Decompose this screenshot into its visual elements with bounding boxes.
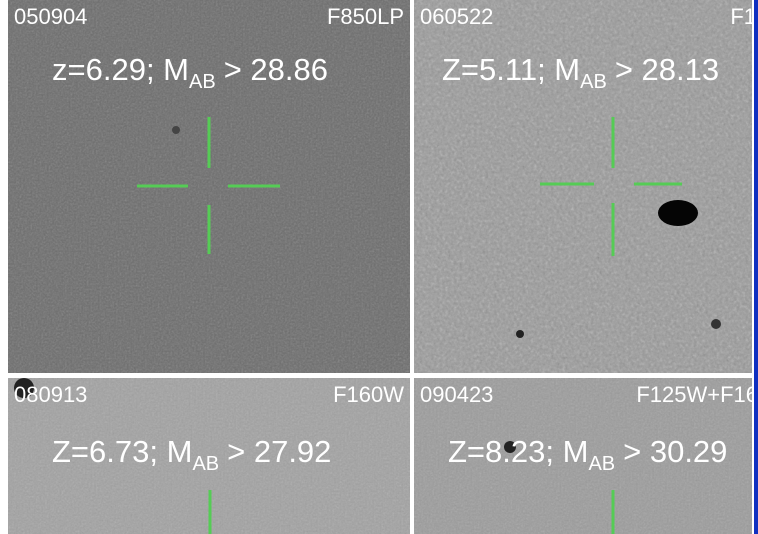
- limit: > 28.86: [224, 52, 328, 87]
- redshift: z=6.29; M: [52, 52, 189, 87]
- subscript: AB: [192, 453, 219, 475]
- redshift-label: Z=6.73; MAB > 27.92: [52, 434, 331, 476]
- limit: > 30.29: [623, 434, 727, 469]
- filter-label: F160W: [333, 382, 404, 408]
- panel: 050904 F850LP z=6.29; MAB > 28.86: [8, 0, 410, 373]
- grb-id: 090423: [420, 382, 493, 408]
- redshift: Z=8.23; M: [448, 434, 588, 469]
- redshift-label: Z=5.11; MAB > 28.13: [442, 52, 719, 94]
- figure: 050904 F850LP z=6.29; MAB> 28.86 060522 …: [0, 0, 758, 534]
- limit: > 27.92: [227, 434, 331, 469]
- redshift-label: Z=8.23; MAB > 30.29: [448, 434, 727, 476]
- subscript: AB: [588, 453, 615, 475]
- redshift: Z=6.73; M: [52, 434, 192, 469]
- grb-id: 060522: [420, 4, 493, 30]
- subscript: AB: [189, 71, 216, 93]
- redshift-label: z=6.29; MAB > 28.86: [52, 52, 328, 94]
- filter-label: F850LP: [327, 4, 404, 30]
- grb-id: 050904: [14, 4, 87, 30]
- panel: 080913 F160W Z=6.73; MAB > 27.92: [8, 378, 410, 534]
- grb-id: 080913: [14, 382, 87, 408]
- panel: 060522 F1 Z=5.11; MAB > 28.13: [414, 0, 752, 373]
- redshift: Z=5.11; M: [442, 52, 580, 87]
- subscript: AB: [580, 71, 607, 93]
- panel: 090423 F125W+F16 Z=8.23; MAB > 30.29: [414, 378, 752, 534]
- limit: > 28.13: [615, 52, 719, 87]
- filter-label: F125W+F16: [636, 382, 752, 408]
- edge-bar: [754, 0, 758, 534]
- filter-label: F1: [730, 4, 752, 30]
